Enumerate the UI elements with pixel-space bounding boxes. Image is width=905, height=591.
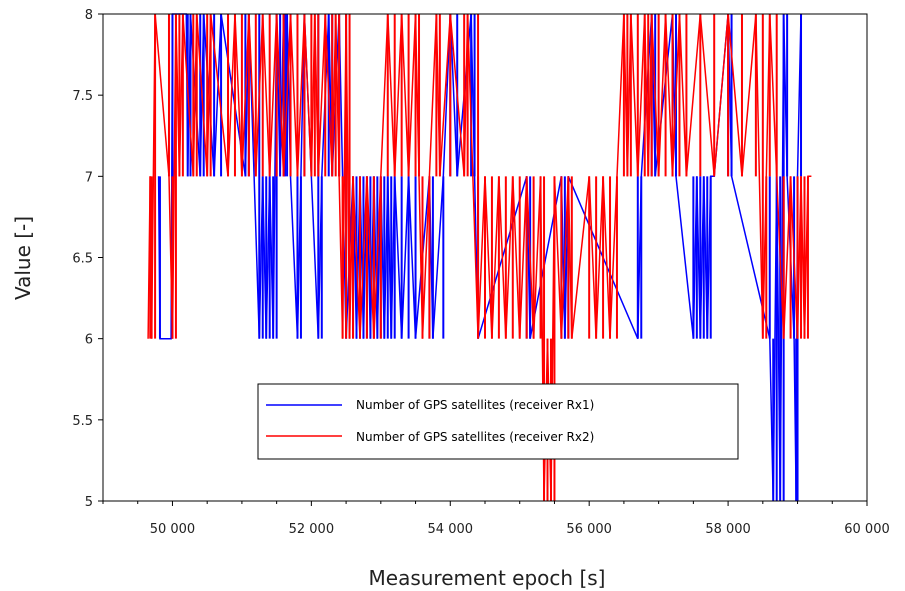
y-tick-label: 5 xyxy=(85,495,93,510)
x-axis-title: Measurement epoch [s] xyxy=(369,566,606,590)
y-tick-label: 7 xyxy=(85,170,93,185)
y-tick-label: 6 xyxy=(85,333,93,348)
series-2 xyxy=(147,13,812,502)
x-tick-label: 56 000 xyxy=(566,522,612,537)
x-tick-label: 52 000 xyxy=(289,522,335,537)
x-tick-label: 60 000 xyxy=(844,522,890,537)
y-axis: 5 5.5 6 6.5 7 7.5 8 xyxy=(72,8,103,510)
x-axis: 50 000 52 000 54 000 56 000 58 000 60 000 xyxy=(102,501,890,537)
y-axis-title: Value [-] xyxy=(11,216,35,300)
x-tick-label: 58 000 xyxy=(705,522,751,537)
legend-box xyxy=(257,383,739,460)
series-layer xyxy=(147,13,812,502)
y-tick-label: 8 xyxy=(85,8,93,23)
legend-label-rx1: Number of GPS satellites (receiver Rx1) xyxy=(356,398,594,412)
x-tick-label: 54 000 xyxy=(428,522,474,537)
legend: Number of GPS satellites (receiver Rx1) … xyxy=(257,383,739,460)
y-tick-label: 6.5 xyxy=(72,252,93,267)
legend-label-rx2: Number of GPS satellites (receiver Rx2) xyxy=(356,430,594,444)
y-tick-label: 5.5 xyxy=(72,414,93,429)
x-tick-label: 50 000 xyxy=(150,522,196,537)
y-tick-label: 7.5 xyxy=(72,89,93,104)
